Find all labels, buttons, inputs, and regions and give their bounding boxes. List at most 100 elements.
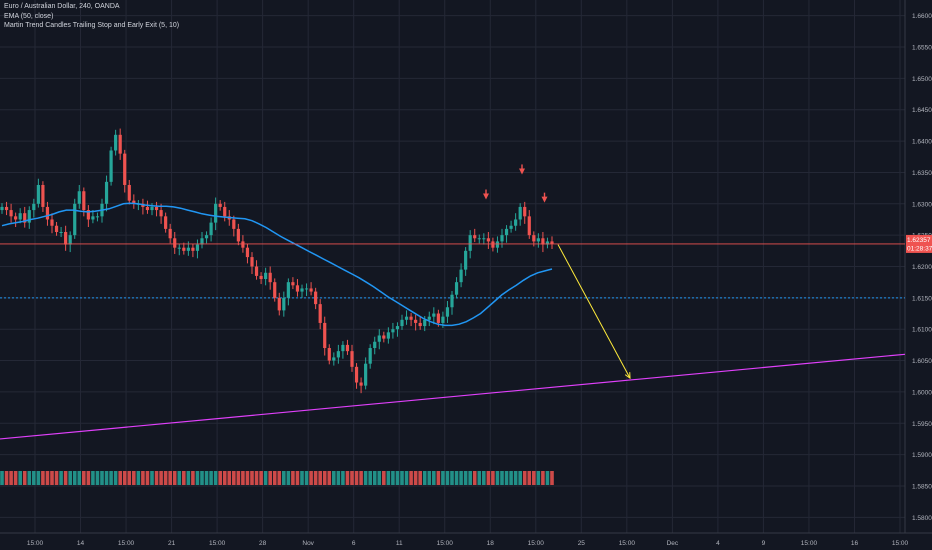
trend-strip-bar bbox=[372, 471, 377, 485]
trend-strip-bar bbox=[159, 471, 163, 485]
trend-strip-bar bbox=[509, 471, 513, 485]
trend-strip-bar bbox=[345, 471, 350, 485]
candle-body bbox=[168, 228, 172, 239]
candle-body bbox=[327, 348, 331, 361]
candle-body bbox=[336, 351, 340, 358]
trend-strip-bar bbox=[354, 471, 359, 485]
trend-strip-bar bbox=[454, 471, 459, 485]
trend-strip-bar bbox=[513, 471, 518, 485]
candle-body bbox=[254, 266, 259, 276]
trend-strip-bar bbox=[536, 471, 541, 485]
candle-body bbox=[459, 269, 463, 283]
trend-strip-bar bbox=[382, 471, 386, 485]
candle-body bbox=[177, 247, 181, 249]
candle-body bbox=[218, 203, 222, 207]
candle-body bbox=[214, 203, 218, 223]
ema-line bbox=[1, 202, 553, 327]
candle-body bbox=[464, 250, 468, 270]
candle-body bbox=[145, 206, 150, 211]
trend-strip-bar bbox=[368, 471, 372, 485]
candle-body bbox=[377, 335, 381, 342]
trend-strip-bar bbox=[268, 471, 272, 485]
trend-strip-bar bbox=[363, 471, 368, 485]
trend-strip-bar bbox=[41, 471, 45, 485]
candle-body bbox=[59, 232, 63, 234]
trend-strip-bar bbox=[172, 471, 177, 485]
indicator-legend: Martin Trend Candles Trailing Stop and E… bbox=[4, 22, 180, 29]
trend-strip-bar bbox=[409, 471, 413, 485]
trend-strip-bar bbox=[222, 471, 227, 485]
trend-strip-bar bbox=[418, 471, 422, 485]
candle-body bbox=[364, 363, 368, 386]
trend-strip-bar bbox=[413, 471, 418, 485]
y-tick-label: 1.66000 bbox=[912, 13, 932, 20]
candle-body bbox=[23, 213, 27, 223]
candle-body bbox=[318, 304, 322, 323]
candle-body bbox=[491, 241, 495, 248]
candle-body bbox=[77, 191, 81, 204]
candle-body bbox=[314, 291, 318, 305]
candle-body bbox=[241, 241, 245, 248]
candle-body bbox=[423, 319, 427, 327]
candle-body bbox=[514, 219, 518, 226]
candle-body bbox=[54, 225, 59, 233]
candle-body bbox=[41, 184, 45, 207]
trend-strip-bar bbox=[450, 471, 454, 485]
trend-strip-bar bbox=[191, 471, 195, 485]
trend-strip-bar bbox=[154, 471, 159, 485]
trend-strip-bar bbox=[350, 471, 354, 485]
trend-strip-bar bbox=[54, 471, 59, 485]
ema-legend: EMA (50, close) bbox=[4, 12, 54, 20]
trend-strip-bar bbox=[95, 471, 100, 485]
candle-body bbox=[68, 235, 72, 245]
candle-body bbox=[91, 216, 95, 220]
y-tick-label: 1.60500 bbox=[912, 358, 932, 365]
x-tick-label: 15:00 bbox=[209, 540, 226, 547]
trend-strip-bar bbox=[213, 471, 218, 485]
candle-body bbox=[27, 210, 31, 223]
trend-strip-bar bbox=[232, 471, 236, 485]
trend-strip-bar bbox=[259, 471, 263, 485]
candle-body bbox=[86, 210, 90, 220]
trend-strip-bar bbox=[82, 471, 86, 485]
trend-strip-bar bbox=[518, 471, 522, 485]
trend-strip-bar bbox=[291, 471, 295, 485]
trend-strip-bar bbox=[263, 471, 268, 485]
candle-body bbox=[4, 206, 9, 211]
candle-body bbox=[345, 344, 350, 352]
x-tick-label: 21 bbox=[168, 540, 176, 547]
candle-body bbox=[245, 247, 250, 258]
candle-body bbox=[359, 382, 363, 386]
x-tick-label: 25 bbox=[578, 540, 586, 547]
trend-strip-bar bbox=[332, 471, 336, 485]
y-tick-label: 1.59000 bbox=[912, 452, 932, 459]
candle-body bbox=[536, 238, 540, 242]
trend-strip-bar bbox=[150, 471, 154, 485]
candle-body bbox=[477, 238, 481, 240]
candle-body bbox=[404, 316, 409, 320]
y-tick-label: 1.61000 bbox=[912, 327, 932, 334]
candle-body bbox=[341, 344, 345, 352]
candle-body bbox=[250, 257, 254, 267]
trend-strip-bar bbox=[168, 471, 172, 485]
trend-strip-bar bbox=[359, 471, 363, 485]
x-tick-label: 6 bbox=[352, 540, 356, 547]
x-tick-label: 18 bbox=[487, 540, 495, 547]
trend-strip-bar bbox=[136, 471, 141, 485]
candle-body bbox=[441, 316, 445, 323]
x-tick-label: 15:00 bbox=[892, 540, 909, 547]
candle-body bbox=[350, 351, 354, 367]
candle-body bbox=[323, 322, 327, 349]
candle-body bbox=[504, 228, 509, 236]
projection-arrow bbox=[557, 244, 631, 379]
candle-body bbox=[164, 216, 168, 229]
trend-strip-bar bbox=[63, 471, 68, 485]
candle-body bbox=[132, 200, 136, 204]
x-tick-label: 15:00 bbox=[528, 540, 545, 547]
y-tick-label: 1.58000 bbox=[912, 515, 932, 522]
candle-body bbox=[304, 288, 309, 290]
x-tick-label: 15:00 bbox=[437, 540, 454, 547]
trend-strip-bar bbox=[522, 471, 527, 485]
trend-strip-bar bbox=[504, 471, 509, 485]
